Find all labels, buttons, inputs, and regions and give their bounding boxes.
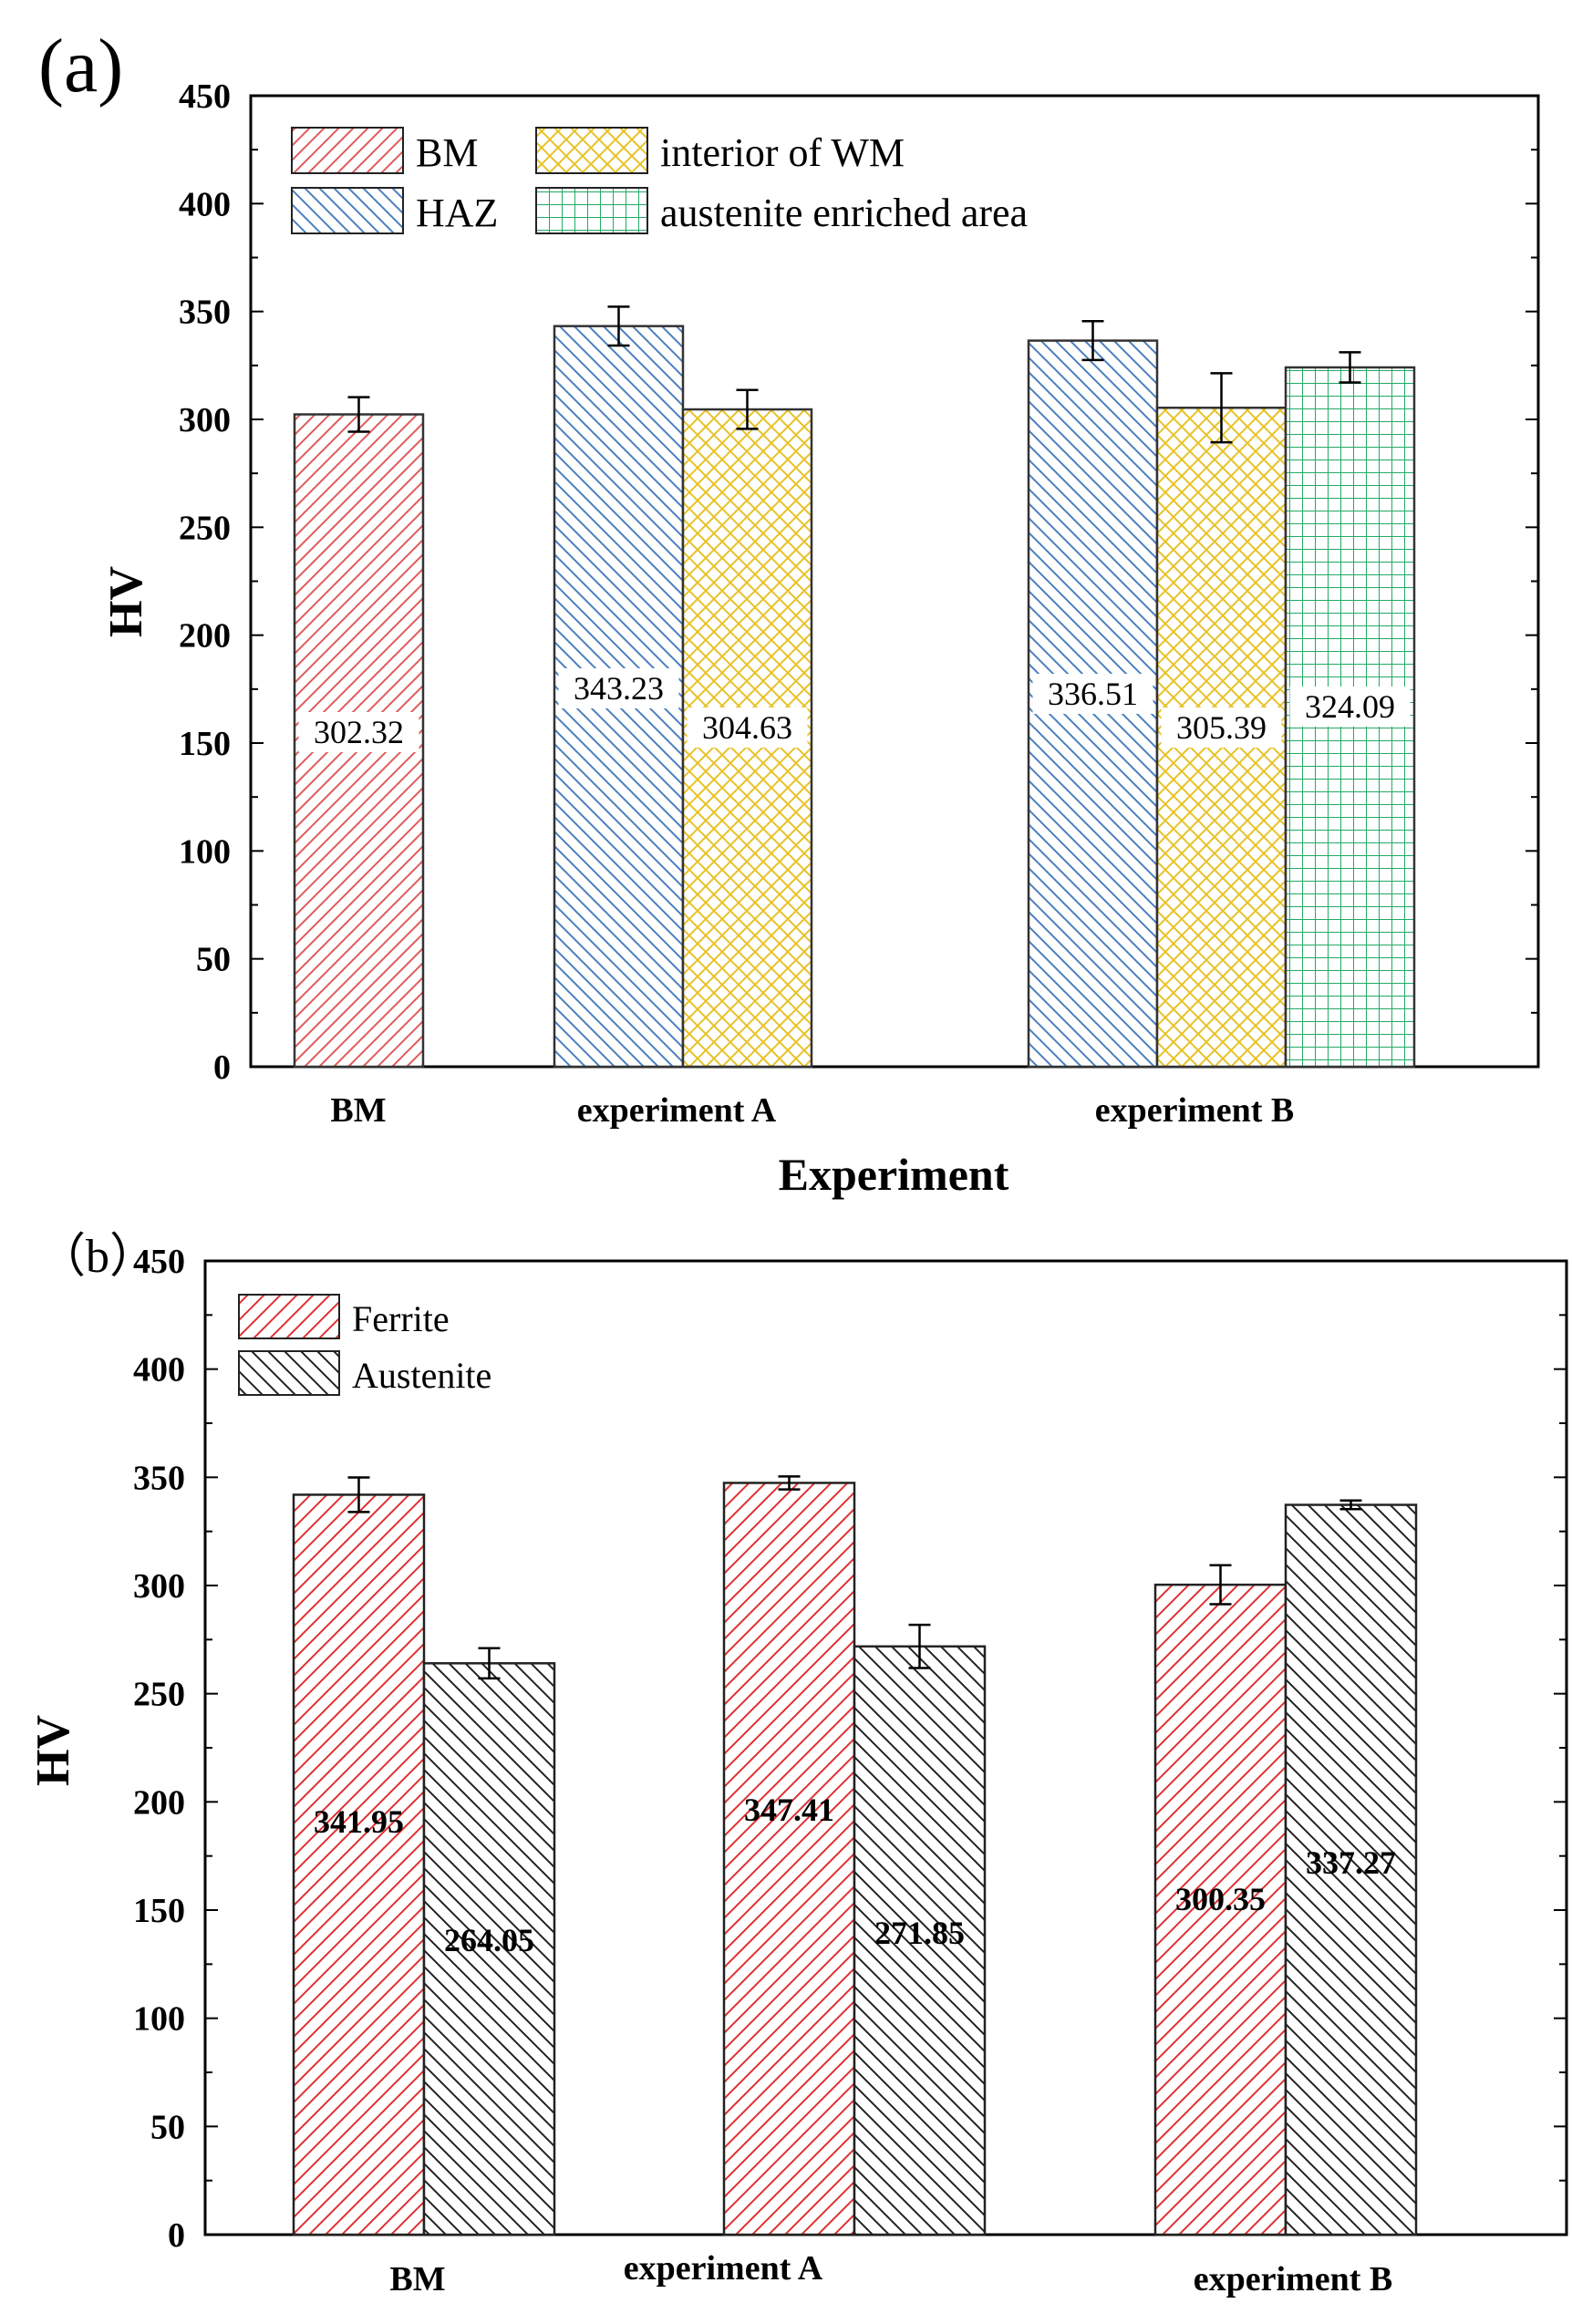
panel-a-category-label: experiment A — [577, 1091, 777, 1130]
panel-a-bars: 302.32 343.23 304.63 336.51 305.39 324.09 — [293, 305, 1416, 1069]
value-label: 304.63 — [702, 709, 792, 746]
panel-a-legend: BM interior of WM HAZ austenite enriched… — [291, 127, 1028, 235]
legend-swatch-austenite-area — [535, 187, 648, 234]
bar-experiment-b-austenite — [1284, 1503, 1418, 2236]
y-tick-label: 200 — [179, 617, 231, 656]
value-label: 347.41 — [744, 1792, 834, 1828]
value-label: 300.35 — [1175, 1881, 1266, 1917]
value-label: 337.27 — [1306, 1844, 1396, 1881]
panel-a-label: (a) — [38, 24, 123, 108]
value-label: 271.85 — [874, 1915, 965, 1951]
panel-b-y-axis-title: HV — [27, 1715, 79, 1786]
y-tick-label: 350 — [133, 1459, 185, 1497]
y-tick-label: 250 — [133, 1676, 185, 1714]
panel-a: (a) 0 50 100 150 200 250 300 350 400 450 302.32 34… — [38, 24, 1540, 1200]
panel-b-x-axis: BM experiment A experiment B — [389, 2249, 1392, 2298]
legend-swatch-bm — [291, 127, 404, 174]
panel-b-bars: 341.95 347.41 300.35 264.05 271.85 337.27 — [292, 1475, 1418, 2236]
value-label: 302.32 — [314, 714, 404, 750]
legend-label-austenite-area: austenite enriched area — [660, 191, 1028, 235]
panel-b-label: （b） — [38, 1231, 157, 1283]
value-label: 305.39 — [1176, 709, 1267, 746]
legend-swatch-haz — [291, 187, 404, 234]
y-tick-label: 50 — [150, 2108, 185, 2146]
y-tick-label: 0 — [213, 1048, 231, 1087]
panel-a-y-axis: 0 50 100 150 200 250 300 350 400 450 — [179, 77, 1538, 1087]
y-tick-label: 300 — [179, 401, 231, 439]
legend-swatch-interior-wm — [535, 127, 648, 174]
y-tick-label: 150 — [179, 725, 231, 763]
value-label-background — [1289, 687, 1411, 727]
y-tick-label: 150 — [133, 1892, 185, 1930]
legend-swatch-austenite — [238, 1350, 340, 1396]
y-tick-label: 100 — [179, 832, 231, 871]
value-label-background — [1161, 708, 1282, 748]
y-tick-label: 400 — [179, 185, 231, 223]
panel-b-category-label: BM — [389, 2260, 445, 2298]
value-label: 341.95 — [314, 1803, 404, 1840]
legend-swatch-ferrite — [238, 1294, 340, 1339]
bar-bm-austenite — [422, 1662, 556, 2236]
panel-b-category-label: experiment B — [1194, 2260, 1392, 2298]
bar-experiment-b-ferrite — [1153, 1583, 1288, 2236]
legend-label-haz: HAZ — [416, 191, 498, 235]
y-tick-label: 0 — [168, 2216, 185, 2255]
value-label-background — [298, 712, 419, 752]
y-tick-label: 200 — [133, 1783, 185, 1822]
value-label-background — [558, 668, 679, 708]
value-label: 324.09 — [1305, 688, 1395, 725]
y-tick-label: 450 — [179, 77, 231, 116]
value-label: 264.05 — [444, 1922, 534, 1958]
y-tick-label: 450 — [133, 1243, 185, 1281]
legend-label-interior-wm: interior of WM — [660, 130, 905, 175]
panel-a-category-label: experiment B — [1095, 1091, 1294, 1130]
value-label-background — [1032, 674, 1153, 714]
y-tick-label: 50 — [196, 941, 231, 979]
legend-label-bm: BM — [416, 130, 478, 175]
bar-bm-ferrite — [292, 1493, 426, 2236]
legend-label-ferrite: Ferrite — [352, 1298, 450, 1339]
panel-b-y-axis: 0 50 100 150 200 250 300 350 400 450 — [133, 1243, 1567, 2255]
value-label: 336.51 — [1048, 676, 1138, 712]
y-tick-label: 300 — [133, 1567, 185, 1606]
bar-experiment-a-ferrite — [722, 1482, 856, 2236]
y-tick-label: 100 — [133, 2000, 185, 2039]
panel-a-y-axis-title: HV — [100, 566, 152, 637]
value-label-background — [687, 708, 808, 748]
panel-b-category-label: experiment A — [624, 2249, 823, 2288]
panel-a-x-axis: BM experiment A experiment B — [330, 1091, 1294, 1130]
legend-label-austenite: Austenite — [352, 1355, 491, 1396]
y-tick-label: 400 — [133, 1351, 185, 1389]
value-label: 343.23 — [574, 670, 664, 707]
panel-a-category-label: BM — [330, 1091, 386, 1130]
panel-b-legend: Ferrite Austenite — [238, 1294, 491, 1396]
y-tick-label: 350 — [179, 294, 231, 332]
bar-experiment-a-austenite — [853, 1645, 987, 2236]
y-tick-label: 250 — [179, 509, 231, 547]
panel-a-x-axis-title: Experiment — [779, 1149, 1009, 1200]
